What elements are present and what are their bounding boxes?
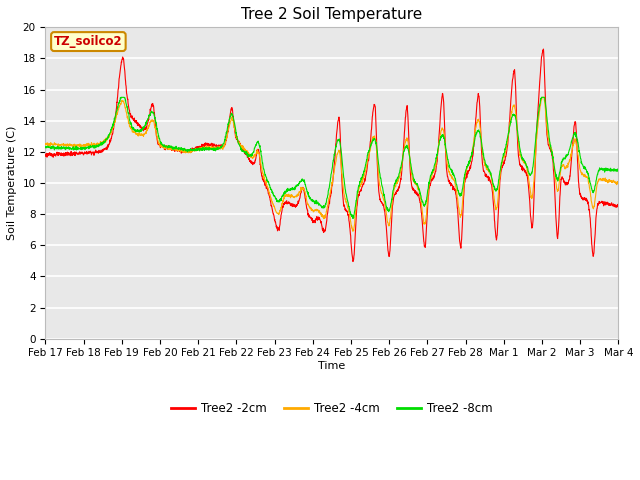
Legend: Tree2 -2cm, Tree2 -4cm, Tree2 -8cm: Tree2 -2cm, Tree2 -4cm, Tree2 -8cm xyxy=(166,397,497,420)
Y-axis label: Soil Temperature (C): Soil Temperature (C) xyxy=(7,126,17,240)
Text: TZ_soilco2: TZ_soilco2 xyxy=(54,35,123,48)
X-axis label: Time: Time xyxy=(318,361,346,371)
Title: Tree 2 Soil Temperature: Tree 2 Soil Temperature xyxy=(241,7,422,22)
